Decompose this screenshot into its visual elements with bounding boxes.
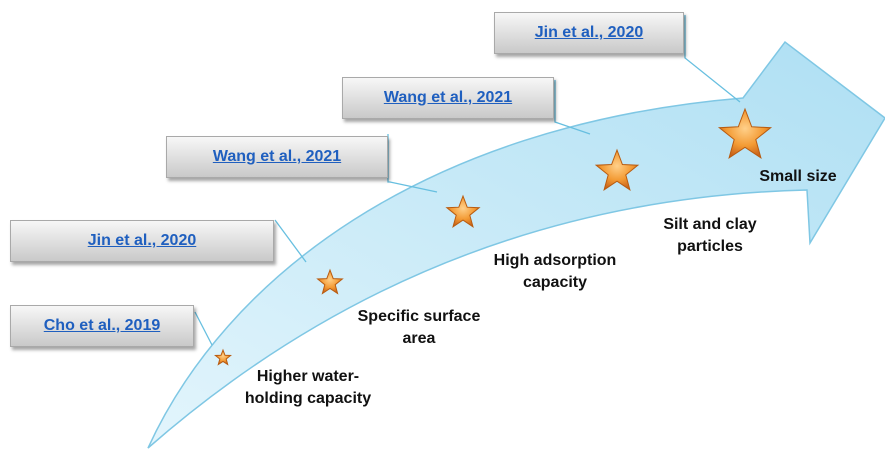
property-label-small-size: Small size <box>738 166 858 188</box>
star-icon <box>214 348 232 366</box>
property-label-line: High adsorption <box>493 252 617 269</box>
star-icon <box>445 194 481 228</box>
reference-link-jin-2020-high[interactable]: Jin et al., 2020 <box>534 24 644 41</box>
connector-line-jin-2020-high <box>684 15 741 103</box>
reference-link-wang-2021-low[interactable]: Wang et al., 2021 <box>212 148 342 165</box>
reference-box-cho-2019: Cho et al., 2019 <box>10 305 194 347</box>
stars-group <box>214 107 773 366</box>
property-label-line: Specific surface <box>357 308 481 325</box>
property-label-line: capacity <box>522 274 588 291</box>
property-label-line: particles <box>677 238 743 255</box>
star-icon <box>594 148 640 191</box>
property-label-line: Small size <box>759 168 837 185</box>
reference-link-wang-2021-high[interactable]: Wang et al., 2021 <box>383 89 513 106</box>
property-label-surface-area: Specific surface area <box>336 306 502 350</box>
property-label-line: Silt and clay <box>663 216 757 233</box>
property-label-water-holding: Higher water- holding capacity <box>228 366 388 410</box>
property-label-line: holding capacity <box>244 390 372 407</box>
reference-box-wang-2021-low: Wang et al., 2021 <box>166 136 388 178</box>
reference-link-jin-2020-low[interactable]: Jin et al., 2020 <box>87 232 197 249</box>
star-icon <box>717 107 773 159</box>
property-label-silt-clay: Silt and clay particles <box>640 214 780 258</box>
reference-link-cho-2019[interactable]: Cho et al., 2019 <box>43 317 161 334</box>
star-icon <box>316 268 344 295</box>
reference-box-jin-2020-high: Jin et al., 2020 <box>494 12 684 54</box>
reference-box-jin-2020-low: Jin et al., 2020 <box>10 220 274 262</box>
property-label-line: area <box>402 330 436 347</box>
reference-box-wang-2021-high: Wang et al., 2021 <box>342 77 554 119</box>
connector-line-jin-2020-low <box>274 219 307 263</box>
property-label-adsorption: High adsorption capacity <box>470 250 640 294</box>
connector-line-cho-2019 <box>194 311 213 346</box>
curved-arrow <box>147 40 885 449</box>
property-label-line: Higher water- <box>256 368 360 385</box>
connector-line-wang-2021-low <box>387 134 438 193</box>
connector-line-wang-2021-high <box>554 80 591 135</box>
